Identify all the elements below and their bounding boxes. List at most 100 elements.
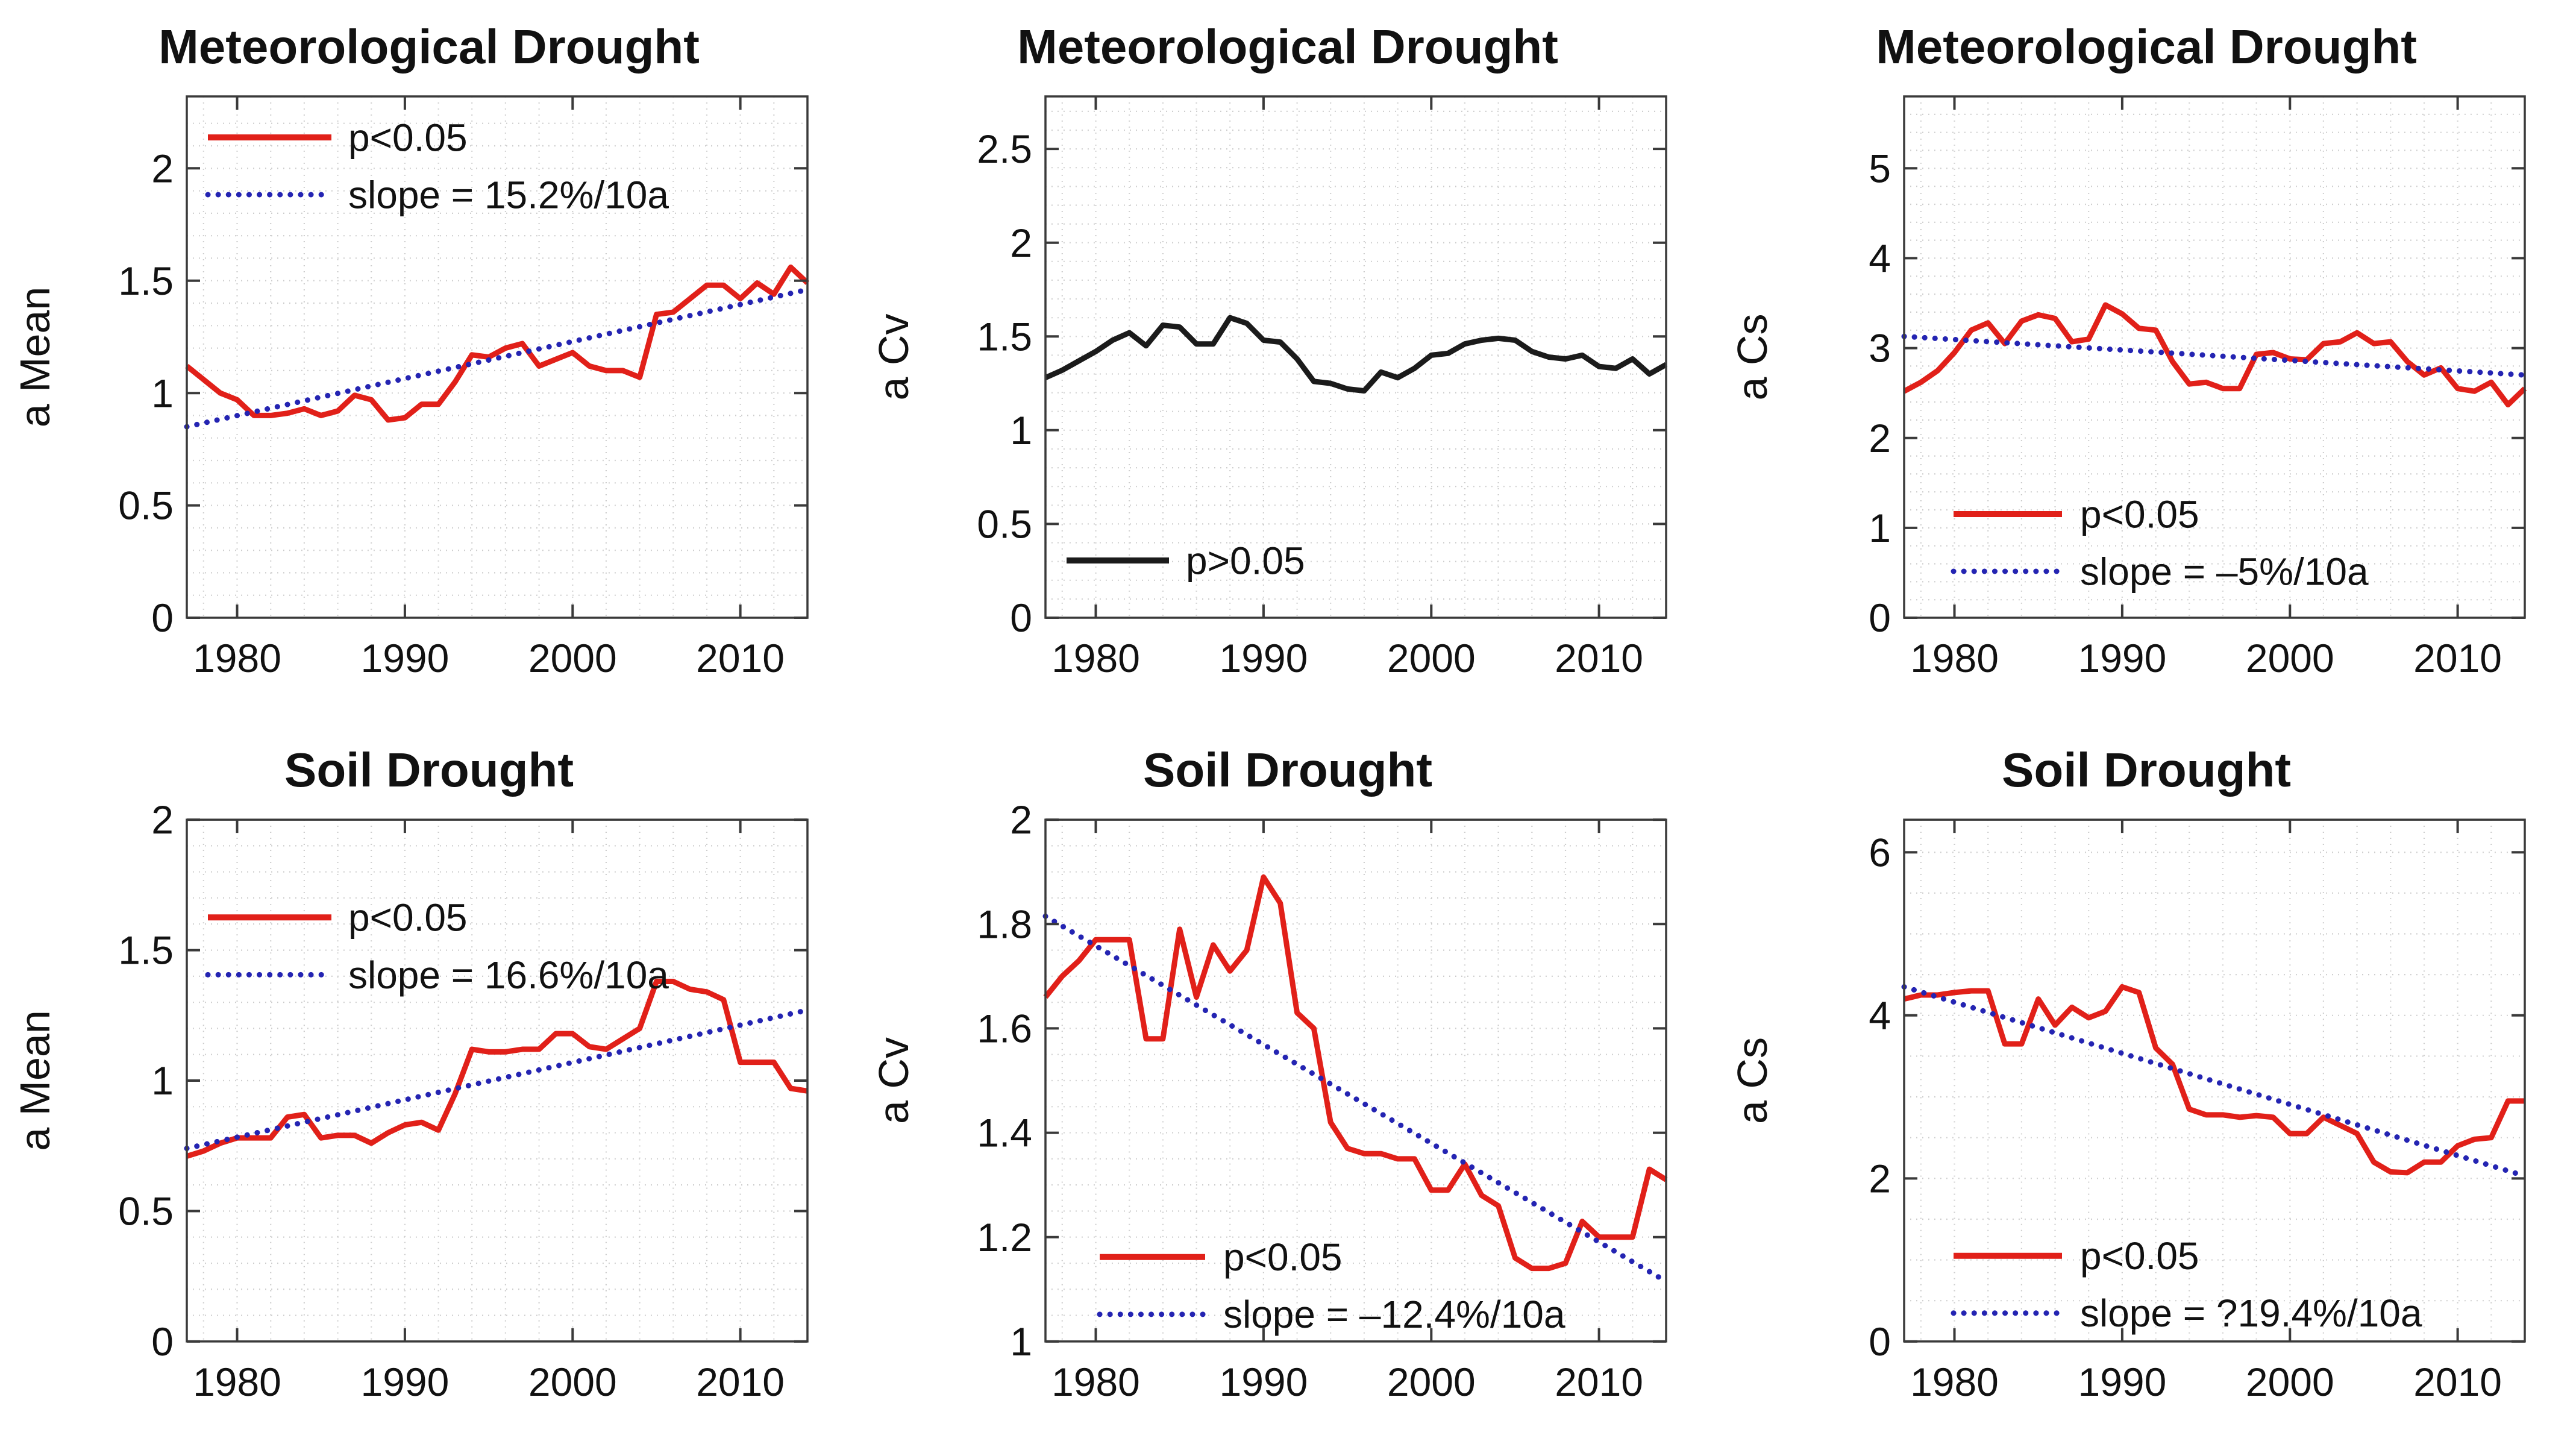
chart-soil-cs: 1980 1990 2000 2010 0 2 4 6 a Cs p<0.05 slope = ?1…: [1729, 818, 2528, 1404]
y-tick-label: 1: [1010, 408, 1032, 453]
legend-label: slope = –12.4%/10a: [1223, 1293, 1565, 1336]
data-line: [1044, 315, 1668, 394]
data-line: [1902, 302, 2527, 407]
data-line: [1903, 984, 2525, 1176]
x-tick-label: 2010: [696, 636, 785, 680]
y-tick-label: 1: [151, 371, 174, 415]
y-tick-label: 2: [1010, 797, 1032, 842]
y-axis-label: a Cs: [1729, 314, 1776, 401]
y-tick-label: 0.5: [118, 1189, 174, 1234]
y-tick-label: 4: [1869, 236, 1891, 281]
x-tick-label: 2000: [528, 636, 617, 680]
x-tick-label: 1980: [1051, 636, 1140, 680]
grid: [187, 820, 809, 1342]
y-tick-label: 2: [151, 146, 174, 190]
panel-meteorological-mean: Meteorological Drought 1980 1990 2000 2010 0…: [0, 0, 859, 723]
legend-label: slope = 15.2%/10a: [348, 173, 669, 216]
y-tick-label: 0: [151, 1319, 174, 1364]
y-axis-label: a Mean: [11, 287, 58, 427]
y-tick-label: 1.8: [977, 902, 1032, 946]
y-tick-label: 1: [1010, 1319, 1032, 1364]
x-tick-label: 1990: [360, 636, 449, 680]
x-tick-label: 2000: [1387, 1360, 1476, 1404]
trend-line: [1901, 333, 2528, 378]
y-tick-label: 1.5: [118, 928, 174, 973]
y-tick-label: 2: [1869, 1156, 1891, 1201]
legend-label: slope = ?19.4%/10a: [2080, 1292, 2422, 1335]
x-tick-label: 1980: [1051, 1360, 1140, 1404]
legend-label: slope = –5%/10a: [2080, 550, 2369, 593]
trend-line: [184, 1007, 810, 1152]
legend-label: p<0.05: [348, 116, 468, 159]
legend-label: p>0.05: [1186, 539, 1305, 582]
y-tick-label: 0.5: [118, 483, 174, 528]
panel-title: Soil Drought: [1143, 743, 1432, 797]
y-tick-label: 2: [1010, 221, 1032, 265]
y-tick-label: 2: [151, 797, 174, 842]
y-tick-label: 4: [1869, 993, 1891, 1038]
legend-label: slope = 16.6%/10a: [348, 953, 669, 997]
y-axis-label: a Cv: [870, 1037, 917, 1124]
legend-label: p<0.05: [2080, 1234, 2199, 1278]
panel-meteorological-cv: Meteorological Drought 1980 1990 2000 2010 0…: [859, 0, 1717, 723]
y-tick-label: 6: [1869, 830, 1891, 874]
legend-label: p<0.05: [1223, 1235, 1343, 1279]
data-line: [185, 264, 810, 423]
panel-meteorological-cs: Meteorological Drought 1980 1990 2000 2010 0…: [1717, 0, 2576, 723]
plot-box: [1903, 818, 2526, 1343]
y-tick-label: 1.5: [118, 259, 174, 303]
y-tick-label: 3: [1869, 326, 1891, 371]
y-tick-label: 0: [151, 595, 174, 640]
panel-soil-mean: Soil Drought 1980 1990 2000 2010 0 0.5 1 1.5 2 a …: [0, 723, 859, 1447]
panel-title: Soil Drought: [2002, 743, 2291, 797]
x-tick-label: 2000: [528, 1360, 617, 1404]
y-axis-label: a Cs: [1729, 1037, 1776, 1124]
panel-title: Meteorological Drought: [1017, 20, 1558, 74]
x-tick-label: 1980: [193, 636, 281, 680]
grid: [1045, 820, 1667, 1342]
x-tick-label: 1980: [193, 1360, 281, 1404]
y-tick-label: 2: [1869, 416, 1891, 460]
data-line: [186, 979, 808, 1159]
chart-soil-cv: 1980 1990 2000 2010 1 1.2 1.4 1.6 1.8 2 a Cv p<0.05…: [870, 797, 1669, 1404]
x-tick-label: 2010: [696, 1360, 785, 1404]
y-tick-label: 1.6: [977, 1006, 1032, 1051]
y-tick-label: 0: [1869, 1319, 1891, 1364]
chart-soil-mean: 1980 1990 2000 2010 0 0.5 1 1.5 2 a Mean p<0.05 slo…: [11, 797, 810, 1404]
y-tick-label: 2.5: [977, 127, 1032, 171]
axis-ticks: [187, 818, 807, 1343]
y-tick-label: 0.5: [977, 502, 1032, 547]
x-tick-label: 1980: [1910, 636, 1999, 680]
x-tick-label: 1990: [1219, 636, 1308, 680]
y-tick-label: 1: [1869, 506, 1891, 550]
y-tick-label: 0: [1010, 595, 1032, 640]
x-tick-label: 2010: [1555, 1360, 1643, 1404]
plot-box: [1044, 818, 1667, 1343]
legend-label: p<0.05: [2080, 492, 2199, 536]
data-line: [1043, 874, 1668, 1272]
x-tick-label: 2000: [1387, 636, 1476, 680]
y-axis-label: a Cv: [870, 314, 917, 401]
panel-title: Meteorological Drought: [1876, 20, 2417, 74]
trend-line: [184, 287, 810, 430]
y-tick-label: 1.5: [977, 314, 1032, 359]
x-tick-label: 1980: [1910, 1360, 1999, 1404]
y-tick-label: 1: [151, 1058, 174, 1103]
y-tick-label: 5: [1869, 146, 1891, 190]
y-tick-label: 1.2: [977, 1215, 1032, 1260]
x-tick-label: 1990: [2078, 636, 2166, 680]
chart-meteorological-cv: 1980 1990 2000 2010 0 0.5 1 1.5 2 2.5 a Cv p>0.05: [870, 95, 1668, 680]
y-tick-label: 0: [1869, 595, 1891, 640]
panel-soil-cv: Soil Drought 1980 1990 2000 2010 1 1.2 1.4 1.6 1…: [859, 723, 1717, 1447]
axis-ticks: [187, 96, 807, 619]
axis-ticks: [1904, 820, 2525, 1343]
axis-ticks: [1045, 818, 1666, 1343]
x-tick-label: 2010: [2413, 1360, 2502, 1404]
x-tick-label: 1990: [2078, 1360, 2167, 1404]
trend-line: [1042, 913, 1669, 1284]
x-tick-label: 2010: [2413, 636, 2502, 680]
x-tick-label: 1990: [1220, 1360, 1308, 1404]
axis-ticks: [1904, 96, 2525, 619]
panel-title: Soil Drought: [284, 743, 574, 797]
